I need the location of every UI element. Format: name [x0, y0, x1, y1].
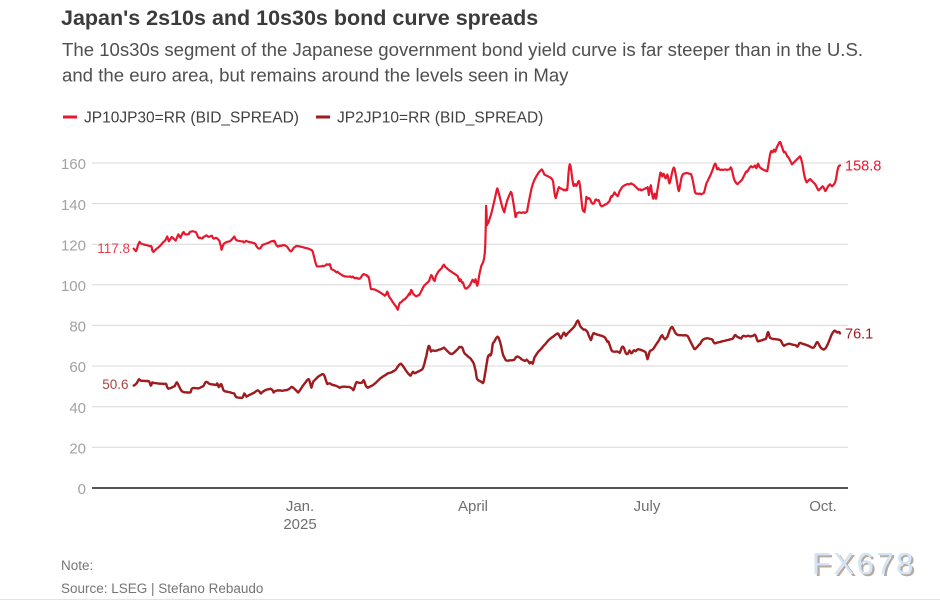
svg-text:80: 80 [69, 319, 86, 336]
svg-text:40: 40 [69, 400, 86, 417]
svg-text:50.6: 50.6 [102, 377, 128, 392]
svg-text:April: April [458, 498, 488, 515]
svg-text:2025: 2025 [283, 516, 316, 533]
svg-text:117.8: 117.8 [97, 241, 130, 256]
svg-text:JP10JP30=RR (BID_SPREAD): JP10JP30=RR (BID_SPREAD) [84, 110, 299, 127]
svg-text:100: 100 [61, 278, 86, 295]
svg-text:FX678: FX678 [812, 546, 916, 581]
svg-text:FX678: FX678 [814, 548, 918, 583]
svg-text:160: 160 [61, 156, 86, 173]
svg-text:Source: LSEG | Stefano Rebaudo: Source: LSEG | Stefano Rebaudo [61, 581, 263, 596]
svg-text:JP2JP10=RR (BID_SPREAD): JP2JP10=RR (BID_SPREAD) [337, 110, 543, 127]
svg-text:and the euro area, but remains: and the euro area, but remains around th… [62, 65, 569, 86]
svg-text:20: 20 [69, 441, 86, 458]
svg-text:60: 60 [69, 359, 86, 376]
svg-text:The 10s30s segment of the Japa: The 10s30s segment of the Japanese gover… [62, 39, 863, 60]
svg-text:Note:: Note: [61, 558, 93, 573]
svg-text:140: 140 [61, 197, 86, 214]
svg-text:Japan's 2s10s and 10s30s bond: Japan's 2s10s and 10s30s bond curve spre… [61, 6, 538, 30]
svg-text:0: 0 [78, 481, 86, 498]
svg-text:158.8: 158.8 [845, 159, 881, 175]
svg-text:Jan.: Jan. [286, 498, 314, 515]
svg-text:July: July [634, 498, 661, 515]
svg-text:76.1: 76.1 [845, 327, 873, 343]
svg-text:Oct.: Oct. [809, 498, 837, 515]
svg-text:120: 120 [61, 237, 86, 254]
